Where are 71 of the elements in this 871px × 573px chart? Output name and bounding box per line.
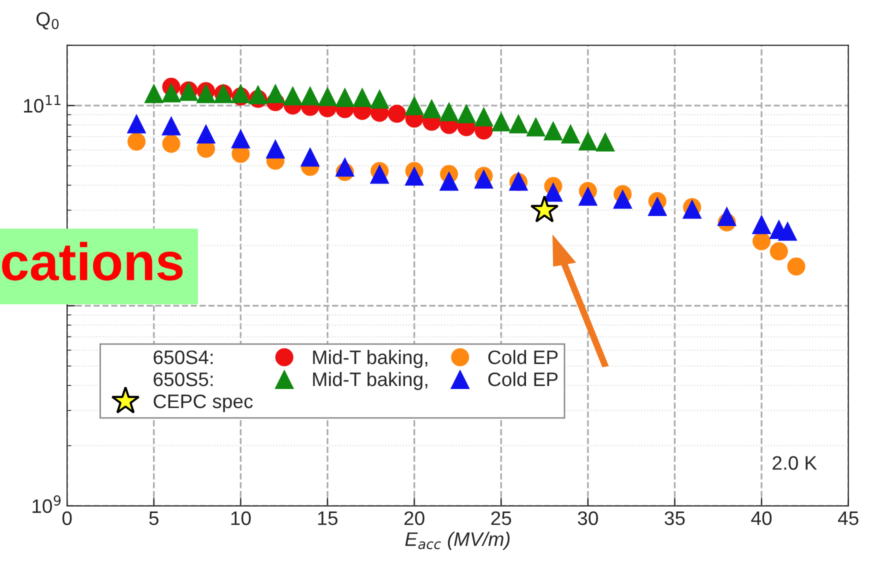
point [335, 88, 355, 107]
x-tick-label: 35 [664, 511, 685, 526]
legend-label: Cold EP [488, 372, 558, 386]
point [266, 139, 286, 159]
legend-label: Cold EP [488, 350, 558, 364]
x-axis-title: E$_{acc}$ (MV/m) [405, 532, 510, 550]
point [543, 120, 563, 140]
point [162, 82, 181, 102]
point [283, 86, 302, 106]
point [474, 106, 494, 126]
point [612, 189, 632, 209]
point [474, 169, 494, 189]
point [318, 86, 338, 106]
x-tick-label: 45 [838, 512, 858, 526]
point [196, 84, 216, 104]
point [126, 114, 146, 134]
point [578, 186, 598, 206]
y-axis-title: Q$_{0}$ [36, 12, 59, 30]
point [127, 132, 146, 151]
point [752, 214, 772, 234]
point [578, 131, 598, 150]
point [752, 232, 771, 250]
point [352, 88, 372, 107]
point [300, 86, 320, 106]
point [404, 166, 424, 186]
point [370, 164, 390, 184]
point [144, 84, 164, 104]
point [162, 116, 181, 136]
x-tick-label: 20 [404, 511, 424, 526]
point [778, 221, 798, 241]
x-tick-label: 25 [491, 511, 512, 526]
y-tick-label: 10$^{11}$ [24, 95, 60, 113]
point [370, 89, 390, 109]
point [491, 112, 511, 132]
point [196, 124, 216, 144]
point [439, 102, 459, 122]
annotation: 2.0 K [772, 456, 817, 470]
x-tick-label: 30 [578, 511, 598, 526]
legend-label: CEPC spec [154, 394, 253, 412]
point [770, 242, 788, 260]
point [230, 128, 250, 148]
point [248, 84, 268, 104]
point [422, 98, 442, 118]
x-tick-label: 5 [149, 512, 158, 526]
annotation: 650S5: [154, 372, 213, 386]
annotation: 650S4: [154, 350, 213, 364]
point [526, 116, 546, 136]
point [162, 134, 180, 153]
point [230, 84, 250, 104]
point [648, 196, 668, 216]
y-tick-label: 10$^{9}$ [32, 495, 61, 514]
point [530, 195, 559, 223]
point [787, 258, 806, 276]
point [560, 124, 580, 144]
point [439, 171, 459, 191]
x-tick-label: 15 [318, 512, 338, 526]
point [508, 114, 528, 134]
point [596, 132, 616, 152]
point [335, 157, 355, 177]
point [300, 147, 320, 167]
annotation: cations [2, 242, 183, 281]
point [404, 96, 424, 116]
x-tick-label: 40 [751, 511, 772, 526]
point [266, 84, 286, 104]
legend-label: Mid-T baking, [313, 350, 428, 368]
x-tick-label: 10 [231, 511, 251, 526]
point [388, 104, 406, 123]
legend-label: Mid-T baking, [313, 372, 428, 390]
point [456, 104, 476, 124]
x-tick-label: 0 [62, 511, 72, 526]
point [717, 206, 737, 226]
